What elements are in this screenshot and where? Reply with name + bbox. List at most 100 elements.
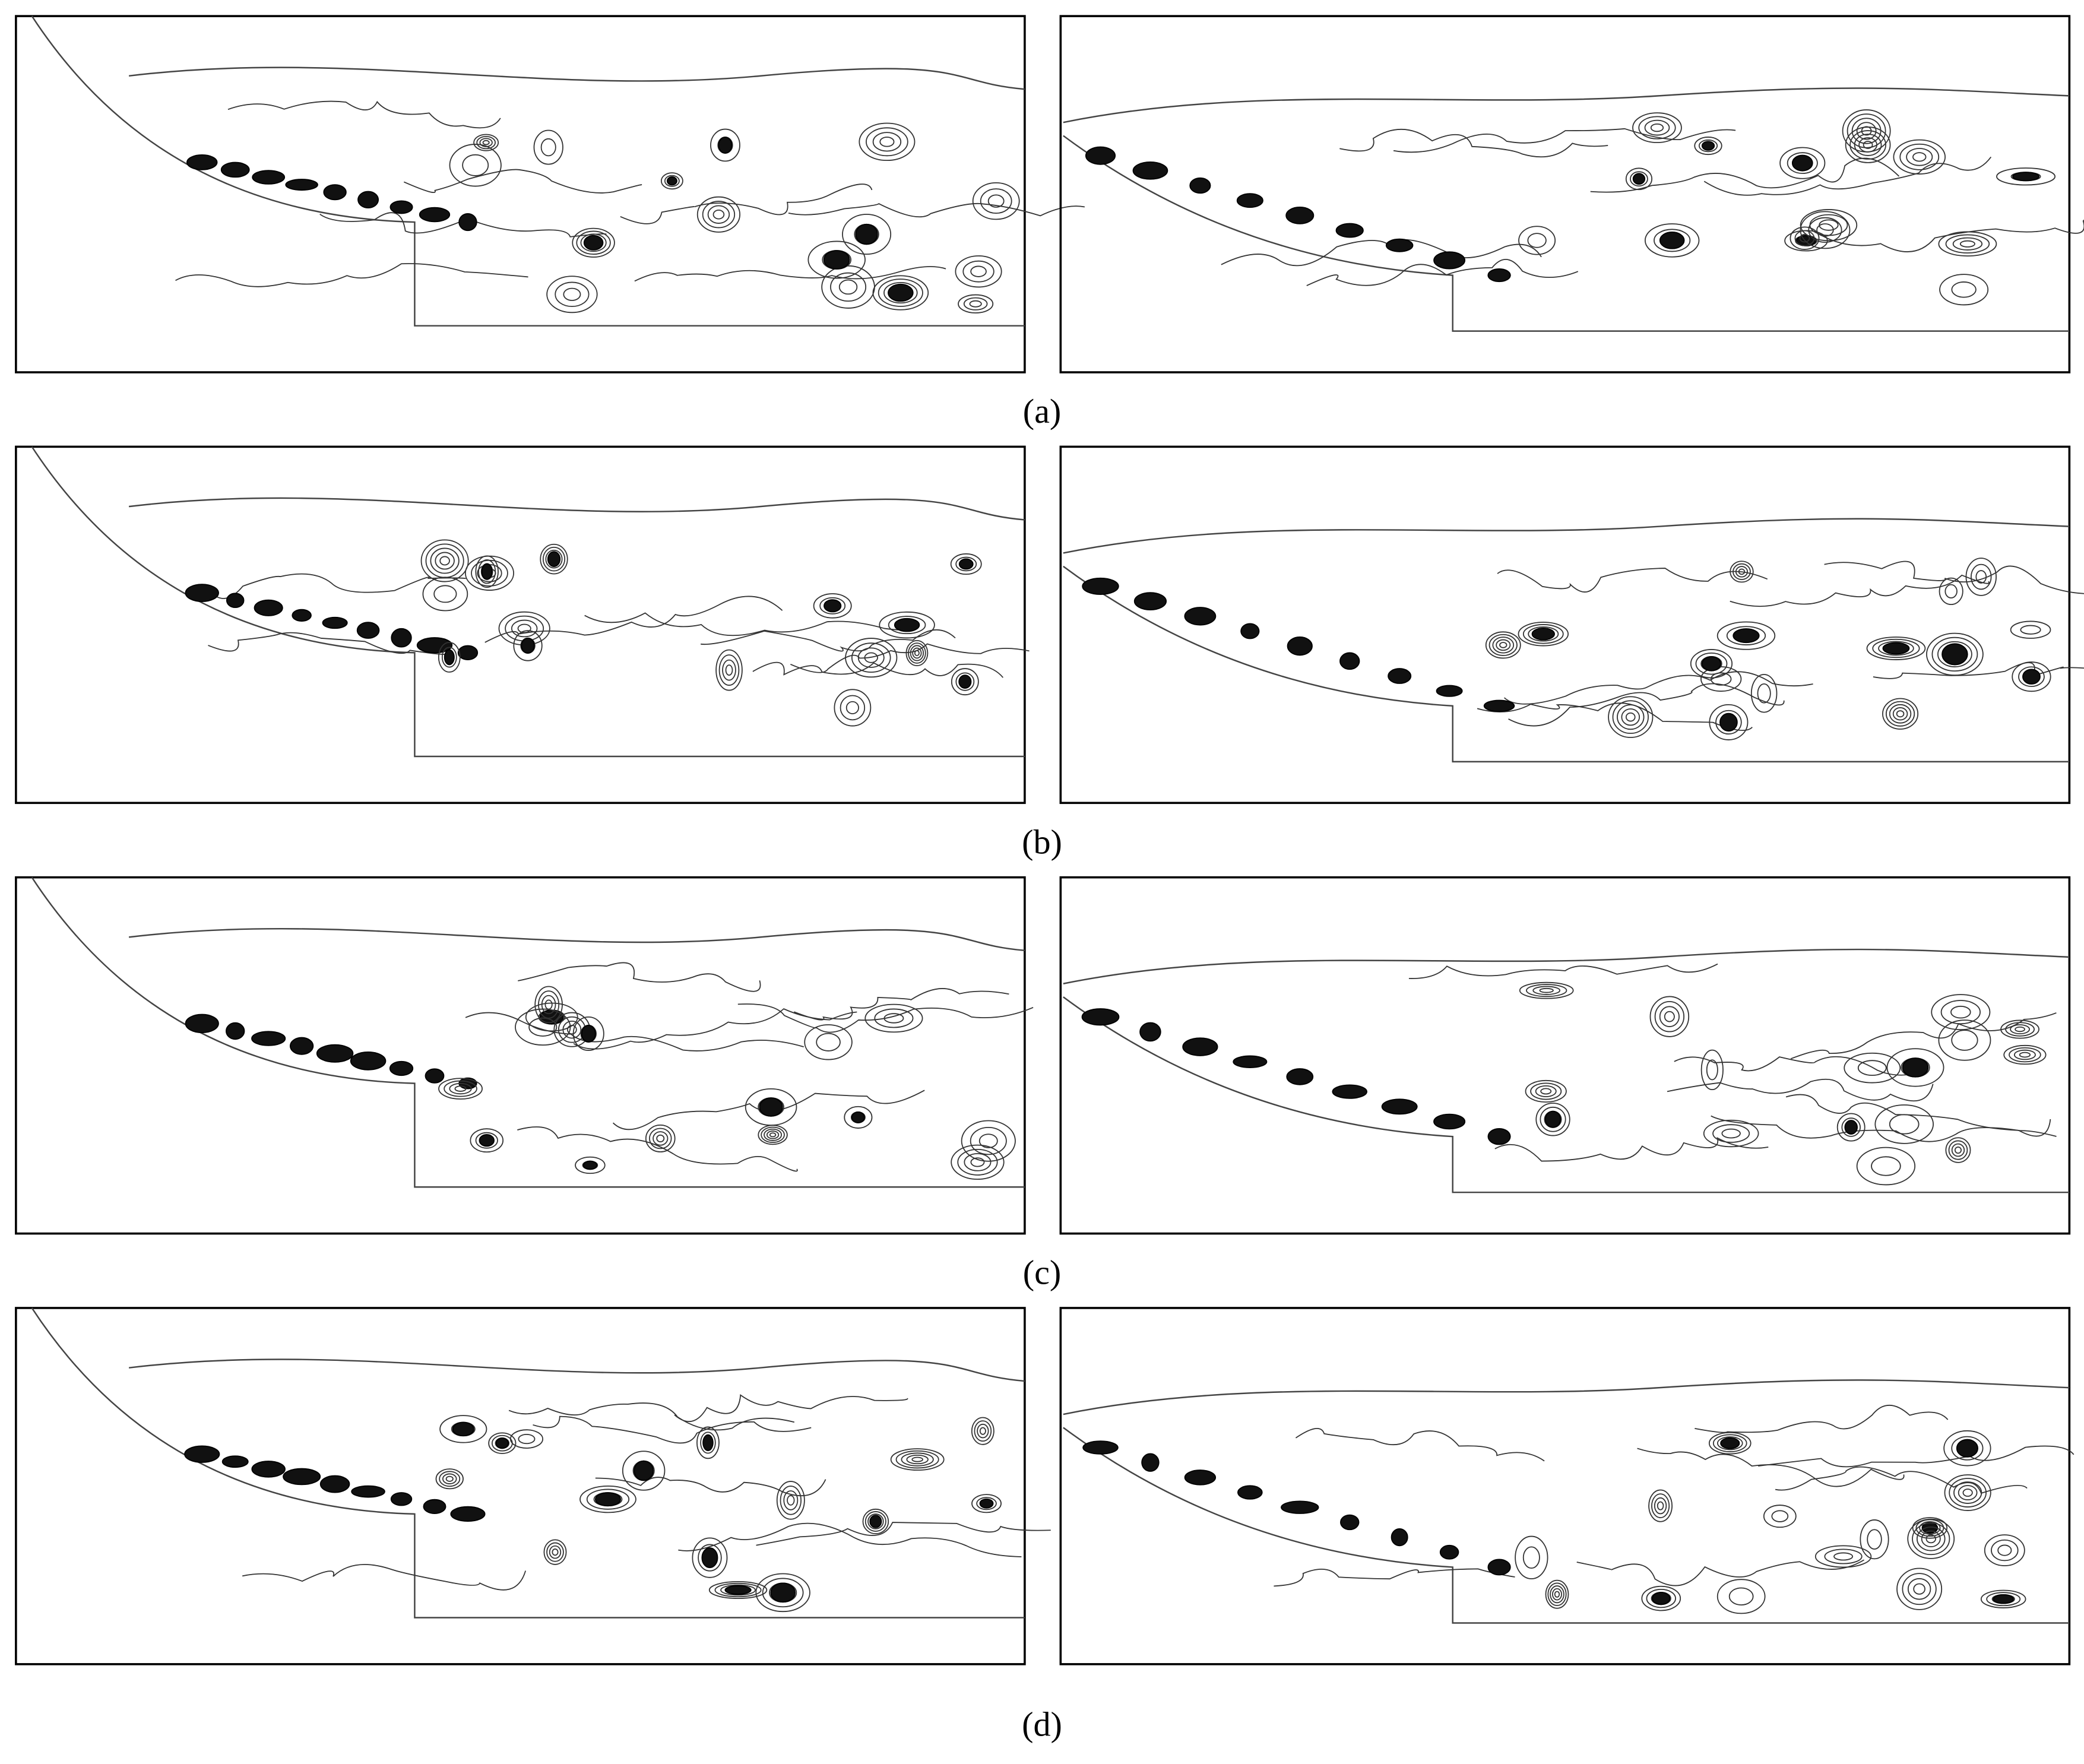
panel-label: (c) — [1023, 1253, 1062, 1292]
contour-ring — [1878, 641, 1914, 656]
vortex-core — [425, 1068, 445, 1084]
contour-ring — [1851, 118, 1882, 144]
vortex-core — [583, 235, 604, 251]
contour-ring — [1700, 1049, 1724, 1091]
right-panel — [1059, 1307, 2075, 1665]
contour-ring — [819, 597, 846, 615]
contour-ring — [745, 1088, 797, 1126]
contour-ring — [1937, 641, 1972, 667]
contour-ring — [2019, 1052, 2031, 1058]
contour-ring — [488, 1432, 517, 1454]
contour-ring — [725, 664, 733, 676]
panel-frame — [15, 445, 1026, 805]
vortex-core — [350, 1052, 387, 1071]
left-panel — [15, 445, 1030, 805]
contour-ring — [1710, 672, 1732, 686]
contour-ring — [1550, 1585, 1564, 1604]
vortex-core — [1285, 206, 1315, 224]
vortex-core — [581, 1025, 596, 1043]
contour-ring — [1499, 642, 1507, 648]
contour-line — [1824, 560, 2084, 594]
contour-ring — [1844, 1052, 1901, 1084]
contour-line — [533, 1415, 812, 1444]
vortex-core — [444, 649, 455, 666]
contour-ring — [859, 122, 916, 161]
contour-ring — [888, 616, 926, 635]
contour-ring — [1706, 1059, 1718, 1081]
contour-ring — [1814, 1545, 1872, 1568]
contour-ring — [1986, 1592, 2021, 1607]
contour-line — [242, 1564, 527, 1591]
contour-ring — [2010, 1024, 2030, 1034]
vortex-core — [479, 1134, 495, 1147]
contour-ring — [1952, 237, 1983, 251]
contour-ring — [1535, 1085, 1557, 1097]
vortex-core — [251, 1031, 286, 1046]
contour-line — [794, 988, 1009, 1021]
contour-ring — [1886, 1048, 1944, 1087]
vortex-core — [1436, 685, 1463, 697]
contour-line — [518, 962, 761, 992]
contour-ring — [1525, 1079, 1567, 1103]
contour-ring — [1944, 1474, 1991, 1511]
vortex-core — [2022, 669, 2041, 685]
vortex-core — [1388, 668, 1412, 684]
left-panel — [15, 1307, 1051, 1665]
vortex-core — [1391, 1528, 1408, 1547]
contour-ring — [1953, 1481, 1982, 1504]
vortex-core — [2012, 172, 2040, 182]
channel-bed — [31, 876, 1025, 1188]
contour-ring — [970, 265, 987, 277]
contour-ring — [872, 132, 902, 152]
contour-ring — [951, 1144, 1005, 1180]
contour-ring — [566, 1025, 577, 1035]
contour-ring — [712, 209, 725, 220]
contour-ring — [1808, 217, 1842, 243]
contour-ring — [1641, 1585, 1681, 1611]
contour-ring — [1763, 1505, 1797, 1528]
vortex-core — [1286, 1068, 1314, 1085]
contour-ring — [950, 553, 982, 575]
contour-ring — [1539, 987, 1554, 993]
contour-ring — [1931, 636, 1978, 672]
contour-ring — [1913, 1583, 1925, 1595]
vortex-core — [1993, 1594, 2014, 1604]
vortex-core — [357, 191, 379, 209]
vortex-core — [979, 1498, 994, 1509]
contour-ring — [895, 1450, 939, 1469]
vortex-core — [770, 1582, 796, 1603]
contour-ring — [422, 577, 468, 612]
contour-ring — [442, 1473, 457, 1484]
contour-line — [584, 612, 913, 636]
contour-ring — [1485, 631, 1521, 659]
contour-ring — [439, 1415, 487, 1443]
contour-ring — [544, 999, 553, 1010]
contour-ring — [1874, 1104, 1934, 1144]
contour-ring — [1527, 233, 1547, 248]
contour-ring — [1608, 696, 1654, 738]
contour-ring — [2005, 1022, 2035, 1037]
contour-ring — [2018, 666, 2045, 687]
contour-ring — [1492, 636, 1515, 654]
contour-ring — [1726, 626, 1766, 645]
vortex-core — [1082, 1440, 1119, 1455]
vortex-core — [666, 176, 677, 186]
contour-ring — [1824, 1548, 1863, 1565]
vortex-core — [1942, 643, 1968, 666]
contour-line — [1703, 156, 1992, 196]
contour-ring — [1790, 226, 1820, 250]
contour-ring — [473, 134, 499, 151]
contour-ring — [1849, 130, 1886, 160]
vortex-core — [1902, 1057, 1929, 1078]
contour-ring — [707, 205, 730, 224]
channel-bed — [1063, 1427, 2070, 1624]
vortex-core — [702, 1434, 714, 1451]
contour-ring — [1664, 1011, 1675, 1022]
contour-ring — [978, 1133, 998, 1148]
contour-ring — [660, 172, 683, 190]
contour-ring — [761, 1126, 785, 1144]
contour-ring — [766, 1130, 780, 1139]
contour-ring — [914, 650, 920, 657]
contour-ring — [813, 593, 852, 619]
vortex-core — [351, 1485, 385, 1498]
